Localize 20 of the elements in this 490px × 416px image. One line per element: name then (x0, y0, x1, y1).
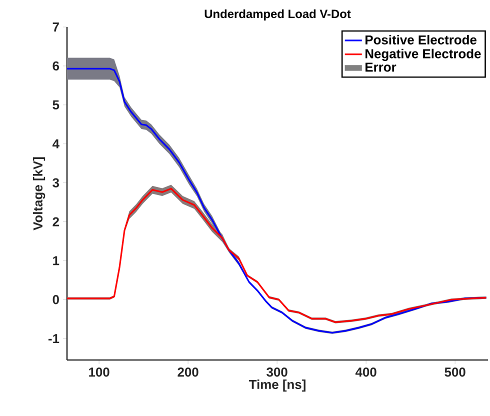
legend-label: Error (366, 62, 396, 72)
y-tick-label: 2 (52, 217, 59, 226)
x-axis-title: Time [ns] (248, 380, 306, 392)
y-tick-label: 0 (52, 295, 59, 304)
y-axis-title: Voltage [kV] (32, 157, 46, 230)
chart-title: Underdamped Load V-Dot (204, 9, 351, 21)
x-tick-label: 100 (89, 368, 110, 377)
y-tick-label: -1 (48, 334, 60, 344)
y-tick-label: 3 (52, 178, 60, 188)
x-tick-label: 500 (444, 368, 466, 377)
legend-label: Positive Electrode (366, 34, 477, 44)
y-tick-label: 6 (52, 61, 60, 71)
y-tick-label: 7 (52, 22, 59, 32)
x-tick-label: 400 (355, 368, 376, 377)
legend-label: Negative Electrode (366, 48, 481, 61)
x-tick-label: 200 (178, 368, 198, 377)
x-tick-label: 300 (266, 368, 288, 377)
y-tick-label: 1 (53, 256, 60, 266)
y-tick-label: 4 (52, 139, 60, 148)
y-tick-label: 5 (52, 100, 60, 110)
